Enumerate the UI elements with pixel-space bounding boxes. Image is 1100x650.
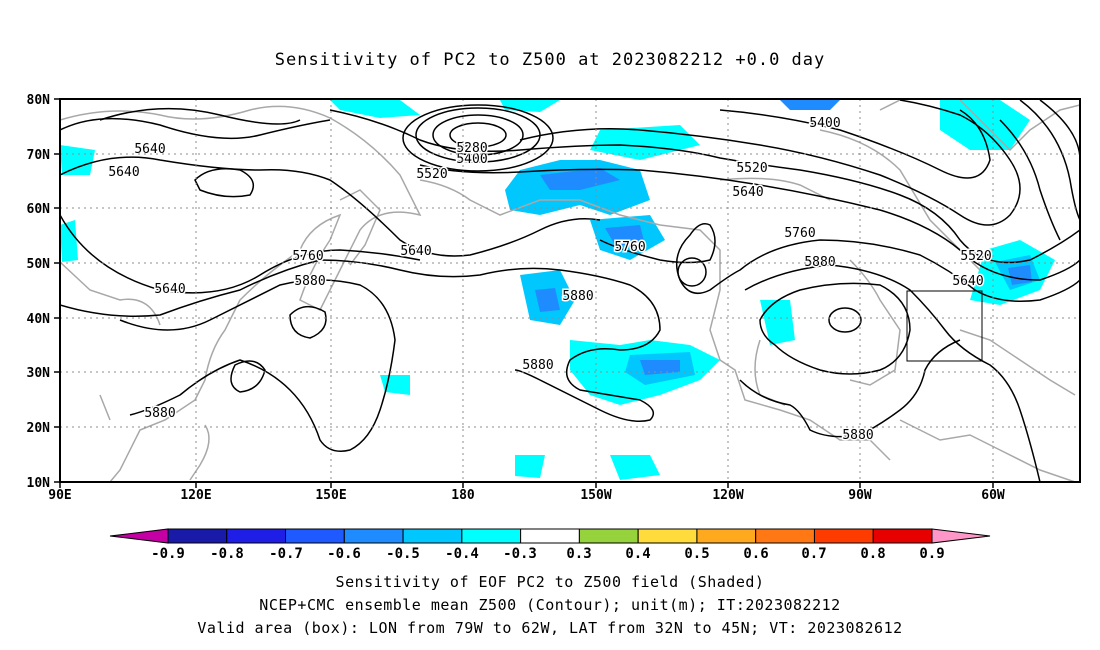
lon-label: 150E: [315, 488, 346, 503]
colorbar-segment: [461, 528, 522, 544]
colorbar-label: 0.8: [860, 546, 885, 562]
colorbar-segment: [285, 528, 345, 544]
colorbar-segment: [755, 528, 815, 544]
contour-label: 5880: [522, 358, 553, 373]
contour-label: 5520: [416, 167, 447, 182]
lat-label: 10N: [27, 476, 51, 491]
colorbar-label: -0.5: [386, 546, 420, 562]
colorbar-segment: [226, 528, 287, 544]
plot-frame: [59, 98, 1081, 483]
colorbar-segment: [872, 528, 933, 544]
colorbar-label: -0.3: [503, 546, 537, 562]
contour-label: 5880: [294, 274, 325, 289]
footer-line-1: Sensitivity of EOF PC2 to Z500 field (Sh…: [335, 573, 765, 591]
contour-label: 5880: [842, 428, 873, 443]
colorbar-segments: [167, 528, 933, 544]
lat-label: 80N: [27, 93, 51, 108]
colorbar-segment: [402, 528, 463, 544]
colorbar-segment: [520, 528, 580, 544]
colorbar-label: 0.7: [801, 546, 826, 562]
lon-label: 90E: [48, 488, 71, 503]
colorbar-label: 0.6: [743, 546, 768, 562]
lon-label: 60W: [981, 488, 1005, 503]
lat-label: 50N: [27, 257, 51, 272]
axis-ticks: [54, 98, 994, 488]
colorbar-label: -0.6: [327, 546, 361, 562]
contour-label: 5520: [736, 161, 767, 176]
colorbar-label: 0.4: [625, 546, 650, 562]
contour-label: 5640: [134, 142, 165, 157]
lon-label: 180: [451, 488, 475, 503]
footer-line-3: Valid area (box): LON from 79W to 62W, L…: [197, 619, 903, 637]
colorbar-label: -0.8: [210, 546, 244, 562]
contour-label: 5640: [400, 244, 431, 259]
contour-label: 5760: [784, 226, 815, 241]
lat-label: 70N: [27, 148, 51, 163]
contour-label: 5520: [960, 249, 991, 264]
colorbar-segment: [696, 528, 757, 544]
valid-area-box: [906, 290, 983, 362]
lat-lon-grid: [60, 99, 1080, 482]
contour-label: 5280: [456, 141, 487, 156]
colorbar-label: -0.4: [445, 546, 479, 562]
contour-labels: 5640 5640 5640 5760 5880 5640 5400 5280 …: [107, 115, 993, 445]
colorbar-left-triangle: [109, 528, 169, 544]
contour-label: 5760: [292, 249, 323, 264]
lon-label: 90W: [848, 488, 872, 503]
colorbar-label: -0.9: [151, 546, 185, 562]
colorbar: -0.9 -0.8 -0.7 -0.6 -0.5 -0.4 -0.3 0.3 0…: [109, 528, 991, 562]
contour-label: 5640: [732, 185, 763, 200]
contour-label: 5880: [804, 255, 835, 270]
contour-label: 5640: [154, 282, 185, 297]
colorbar-label: 0.9: [919, 546, 944, 562]
lon-label: 120E: [180, 488, 211, 503]
contour-label: 5640: [952, 274, 983, 289]
colorbar-labels: -0.9 -0.8 -0.7 -0.6 -0.5 -0.4 -0.3 0.3 0…: [151, 546, 945, 562]
colorbar-segment: [343, 528, 404, 544]
colorbar-label: 0.5: [684, 546, 709, 562]
longitude-labels: 90E 120E 150E 180 150W 120W 90W 60W: [48, 488, 1005, 503]
lon-label: 120W: [712, 488, 743, 503]
contour-label: 5760: [614, 240, 645, 255]
colorbar-segment: [637, 528, 698, 544]
contour-label: 5640: [108, 165, 139, 180]
latitude-labels: 80N 70N 60N 50N 40N 30N 20N 10N: [27, 93, 51, 491]
contour-label: 5400: [809, 116, 840, 131]
contour-label: 5880: [144, 406, 175, 421]
lat-label: 60N: [27, 202, 51, 217]
lat-label: 40N: [27, 312, 51, 327]
map-title: Sensitivity of PC2 to Z500 at 2023082212…: [274, 50, 826, 70]
contour-label: 5880: [562, 289, 593, 304]
footer-line-2: NCEP+CMC ensemble mean Z500 (Contour); u…: [259, 596, 841, 614]
lon-label: 150W: [580, 488, 611, 503]
colorbar-segment: [167, 528, 228, 544]
lat-label: 30N: [27, 366, 51, 381]
lat-label: 20N: [27, 421, 51, 436]
colorbar-label: 0.3: [566, 546, 591, 562]
colorbar-segment: [578, 528, 639, 544]
colorbar-segment: [813, 528, 874, 544]
colorbar-label: -0.7: [269, 546, 303, 562]
colorbar-right-triangle: [931, 528, 991, 544]
